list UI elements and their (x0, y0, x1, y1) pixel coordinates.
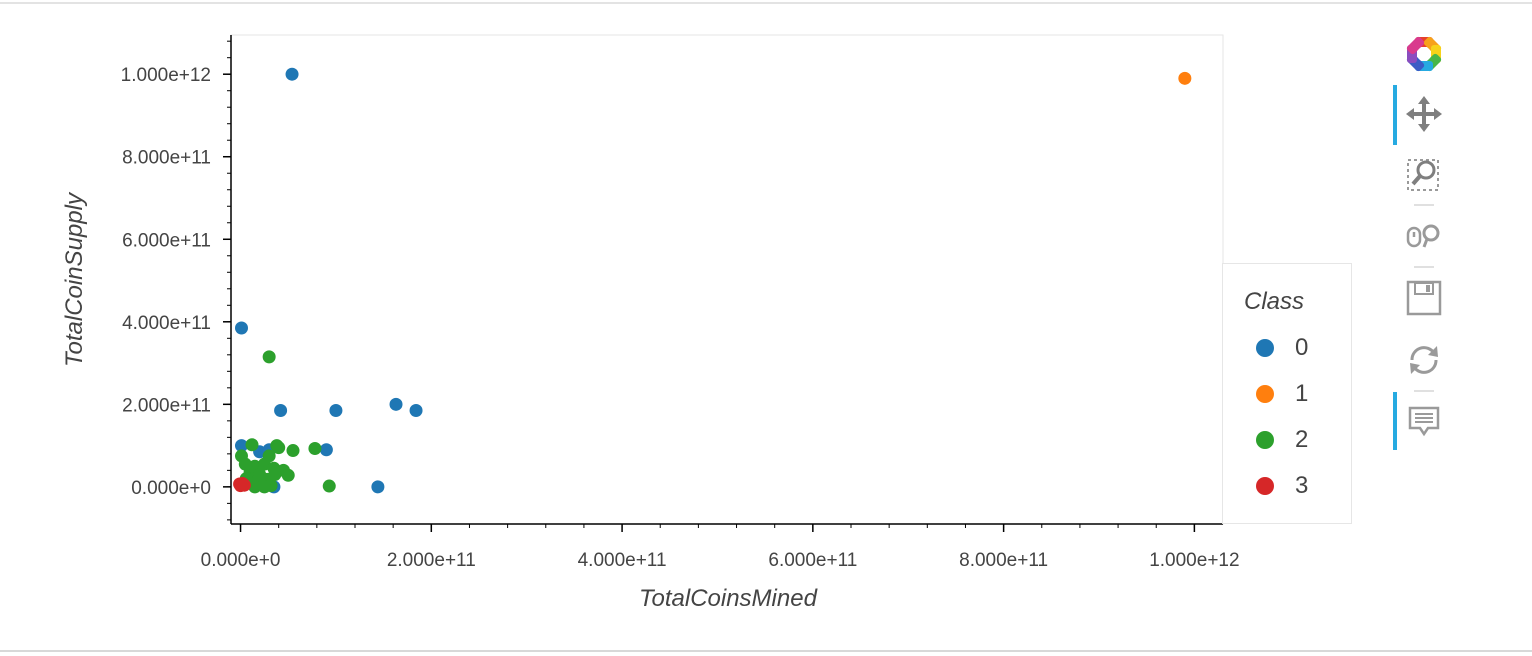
legend-item-2: 2 (1253, 425, 1343, 455)
data-point-class-2 (245, 438, 259, 452)
data-point-class-2 (257, 480, 271, 494)
data-point-class-2 (308, 441, 322, 455)
data-point-class-1 (1178, 71, 1192, 85)
points-layer (233, 67, 1192, 494)
data-point-class-2 (248, 480, 262, 494)
pan-active-indicator (1393, 85, 1397, 145)
top-divider (0, 2, 1532, 4)
bottom-divider (0, 650, 1532, 652)
legend-swatch-3 (1256, 477, 1274, 495)
wheel-zoom-icon[interactable] (1404, 216, 1444, 256)
legend-label-1: 1 (1295, 380, 1309, 407)
x-tick-label: 4.000e+11 (578, 550, 667, 571)
plot-frame (230, 34, 1224, 525)
legend-label-0: 0 (1295, 334, 1309, 361)
data-point-class-2 (272, 441, 286, 455)
toolbar-separator (1414, 390, 1434, 392)
reset-icon[interactable] (1404, 340, 1444, 380)
legend-label-3: 3 (1295, 472, 1309, 499)
legend-item-1: 1 (1253, 379, 1343, 409)
data-point-class-0 (329, 404, 343, 418)
data-point-class-0 (234, 439, 248, 453)
data-point-class-0 (319, 443, 333, 457)
x-tick-label: 6.000e+11 (768, 550, 857, 571)
x-tick-label: 1.000e+12 (1149, 550, 1239, 571)
x-axis-label: TotalCoinsMined (639, 585, 818, 612)
y-tick-label: 1.000e+12 (121, 65, 211, 86)
legend-title: Class (1244, 288, 1305, 315)
y-tick-label: 4.000e+11 (122, 313, 211, 334)
legend-item-3: 3 (1253, 471, 1343, 501)
data-point-class-0 (234, 321, 248, 335)
hover-icon[interactable] (1404, 402, 1444, 442)
bokeh-logo-icon[interactable] (1404, 34, 1444, 74)
x-tick-label: 0.000e+0 (201, 550, 281, 571)
data-point-class-0 (371, 480, 385, 494)
legend-swatch-1 (1256, 385, 1274, 403)
save-icon[interactable] (1404, 278, 1444, 318)
toolbar-separator (1414, 204, 1434, 206)
data-point-class-0 (274, 404, 288, 418)
y-tick-label: 6.000e+11 (122, 230, 211, 251)
data-point-class-0 (285, 67, 299, 81)
legend: Class 0 1 2 3 (1222, 263, 1352, 524)
legend-swatch-2 (1256, 431, 1274, 449)
data-point-class-2 (268, 467, 282, 481)
chart-toolbar (1390, 30, 1460, 470)
legend-label-2: 2 (1295, 426, 1309, 453)
data-point-class-2 (262, 350, 276, 364)
data-point-class-2 (286, 444, 300, 458)
data-point-class-0 (409, 404, 423, 418)
legend-swatch-0 (1256, 339, 1274, 357)
x-tick-label: 8.000e+11 (959, 550, 1048, 571)
hover-active-indicator (1393, 392, 1397, 450)
pan-icon[interactable] (1404, 94, 1444, 134)
axes-layer: 0.000e+0 2.000e+11 4.000e+11 6.000e+11 8.000… (121, 35, 1240, 571)
box-zoom-icon[interactable] (1404, 154, 1444, 194)
data-point-class-3 (237, 478, 251, 492)
y-tick-label: 8.000e+11 (122, 148, 211, 169)
x-tick-label: 2.000e+11 (387, 550, 476, 571)
data-point-class-2 (281, 468, 295, 482)
data-point-class-2 (322, 479, 336, 493)
toolbar-separator (1414, 266, 1434, 268)
legend-item-0: 0 (1253, 333, 1343, 363)
y-axis-label: TotalCoinSupply (61, 191, 88, 367)
data-point-class-0 (389, 397, 403, 411)
y-tick-label: 0.000e+0 (131, 478, 211, 499)
y-tick-label: 2.000e+11 (122, 395, 211, 416)
